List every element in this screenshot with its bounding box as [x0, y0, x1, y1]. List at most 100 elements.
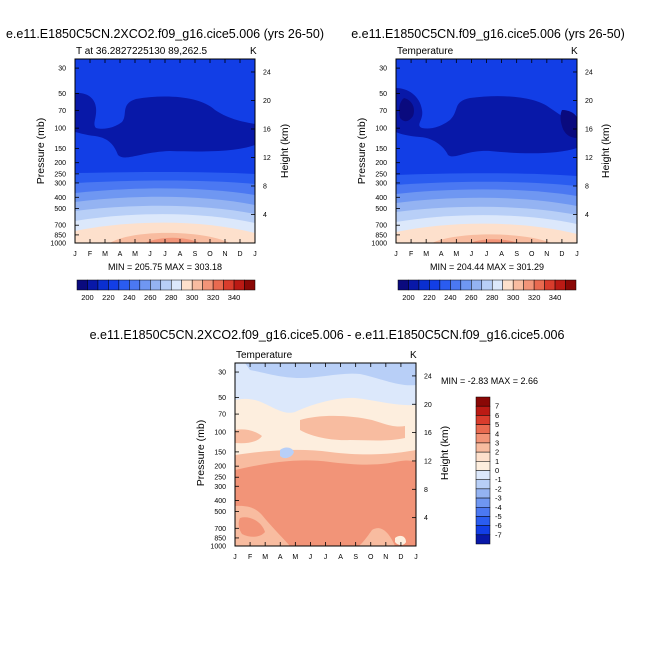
height-tick-label: 16: [263, 126, 271, 133]
colorbar-label: 200: [81, 293, 94, 302]
colorbar-box: [475, 470, 491, 480]
x-tick-label: J: [414, 554, 418, 561]
height-tick-label: 24: [263, 69, 271, 76]
height-tick-label: 12: [585, 155, 593, 162]
colorbar-label: 300: [507, 293, 520, 302]
colorbar: 200 220 240 260 280 300 320 340: [76, 279, 256, 302]
colorbar-box: [150, 279, 162, 291]
y-tick-label: 1000: [371, 241, 387, 248]
x-tick-label: J: [394, 251, 398, 258]
x-tick-label: F: [88, 251, 92, 258]
colorbar-box: [565, 279, 577, 291]
stats-label: MIN = 204.44 MAX = 301.29: [430, 262, 544, 272]
panel-units: K: [250, 46, 257, 57]
colorbar-label: 280: [486, 293, 499, 302]
colorbar-box: [475, 507, 491, 517]
colorbar-box: [475, 442, 491, 453]
colorbar-box: [533, 279, 545, 291]
panel-title: e.e11.E1850C5CN.2XCO2.f09_g16.cice5.006 …: [90, 328, 565, 342]
x-tick-label: M: [102, 251, 108, 258]
contour-band: [145, 237, 200, 243]
colorbar-label: 7: [495, 402, 499, 411]
x-tick-label: N: [383, 554, 388, 561]
height-tick-label: 24: [424, 373, 432, 380]
panel-units: K: [410, 350, 417, 361]
colorbar-box: [181, 279, 193, 291]
colorbar-box: [191, 279, 203, 291]
colorbar-label: 340: [549, 293, 562, 302]
x-tick-label: N: [222, 251, 227, 258]
height-tick-label: 16: [424, 430, 432, 437]
colorbar-box: [523, 279, 535, 291]
y-tick-label: 150: [214, 449, 226, 456]
x-tick-label: O: [368, 554, 374, 561]
y-tick-label: 30: [379, 66, 387, 73]
colorbar-box: [544, 279, 556, 291]
colorbar-box: [491, 279, 503, 291]
colorbar-box: [418, 279, 430, 291]
colorbar-box: [160, 279, 172, 291]
x-tick-label: J: [148, 251, 152, 258]
y-tick-label: 200: [375, 160, 387, 167]
colorbar-label: 3: [495, 438, 499, 447]
y-tick-label: 100: [214, 429, 226, 436]
contour-band: [235, 460, 416, 546]
y-tick-label: 850: [375, 232, 387, 239]
panel-title: e.e11.E1850C5CN.f09_g16.cice5.006 (yrs 2…: [351, 27, 625, 41]
x-tick-label: N: [544, 251, 549, 258]
y-tick-label: 700: [375, 223, 387, 230]
x-tick-label: A: [338, 554, 343, 561]
contour-band: [235, 405, 272, 423]
colorbar-label: 340: [228, 293, 241, 302]
y-tick-label: 300: [214, 484, 226, 491]
colorbar-box: [475, 525, 491, 536]
axis-ticks: J F M A M J J A S O N D J 30 50 70 100 150 200 250 300 400 500…: [371, 59, 593, 258]
colorbar-label: 240: [123, 293, 136, 302]
colorbar-label: -3: [495, 494, 502, 503]
colorbar-box: [408, 279, 420, 291]
colorbar-box: [129, 279, 141, 291]
y-tick-label: 500: [54, 206, 66, 213]
colorbar-label: -7: [495, 530, 502, 539]
y-tick-label: 150: [54, 146, 66, 153]
y-tick-label: 250: [214, 475, 226, 482]
y-axis-label-right: Height (km): [279, 124, 291, 178]
colorbar-box: [475, 488, 491, 499]
y-tick-label: 30: [58, 66, 66, 73]
colorbar-box: [460, 279, 472, 291]
y-tick-label: 70: [58, 108, 66, 115]
x-tick-label: J: [324, 554, 328, 561]
y-tick-label: 400: [375, 195, 387, 202]
colorbar-box: [512, 279, 524, 291]
colorbar-box: [475, 433, 491, 444]
x-tick-label: J: [575, 251, 579, 258]
y-tick-label: 400: [214, 498, 226, 505]
y-tick-label: 100: [54, 126, 66, 133]
y-axis-label: Pressure (mb): [356, 118, 368, 185]
colorbar-box: [554, 279, 566, 291]
panel-control: e.e11.E1850C5CN.f09_g16.cice5.006 (yrs 2…: [351, 27, 625, 302]
x-tick-label: A: [499, 251, 504, 258]
contour-band: [75, 92, 255, 158]
height-tick-label: 24: [585, 69, 593, 76]
x-tick-label: M: [292, 554, 298, 561]
colorbar-box: [76, 279, 88, 291]
contour-band: [560, 110, 577, 138]
y-axis-label-right: Height (km): [439, 426, 451, 480]
x-tick-label: M: [132, 251, 138, 258]
x-tick-label: M: [262, 554, 268, 561]
panel-subtitle-left: T at 36.2827225130 89,262.5: [76, 46, 207, 57]
colorbar-box: [429, 279, 441, 291]
x-tick-label: O: [529, 251, 535, 258]
colorbar: 200 220 240 260 280 300 320 340: [397, 279, 577, 302]
colorbar-label: 4: [495, 429, 499, 438]
colorbar-label: 240: [444, 293, 457, 302]
axis-ticks: J F M A M J J A S O N D J 30 50 70 100 150 200 250 300 400 500…: [50, 59, 271, 258]
colorbar-box: [475, 497, 491, 508]
x-tick-label: S: [193, 251, 198, 258]
height-tick-label: 4: [263, 212, 267, 219]
colorbar-box: [502, 279, 514, 291]
y-tick-label: 1000: [210, 544, 226, 551]
colorbar-label: 2: [495, 448, 499, 457]
colorbar-box: [87, 279, 99, 291]
